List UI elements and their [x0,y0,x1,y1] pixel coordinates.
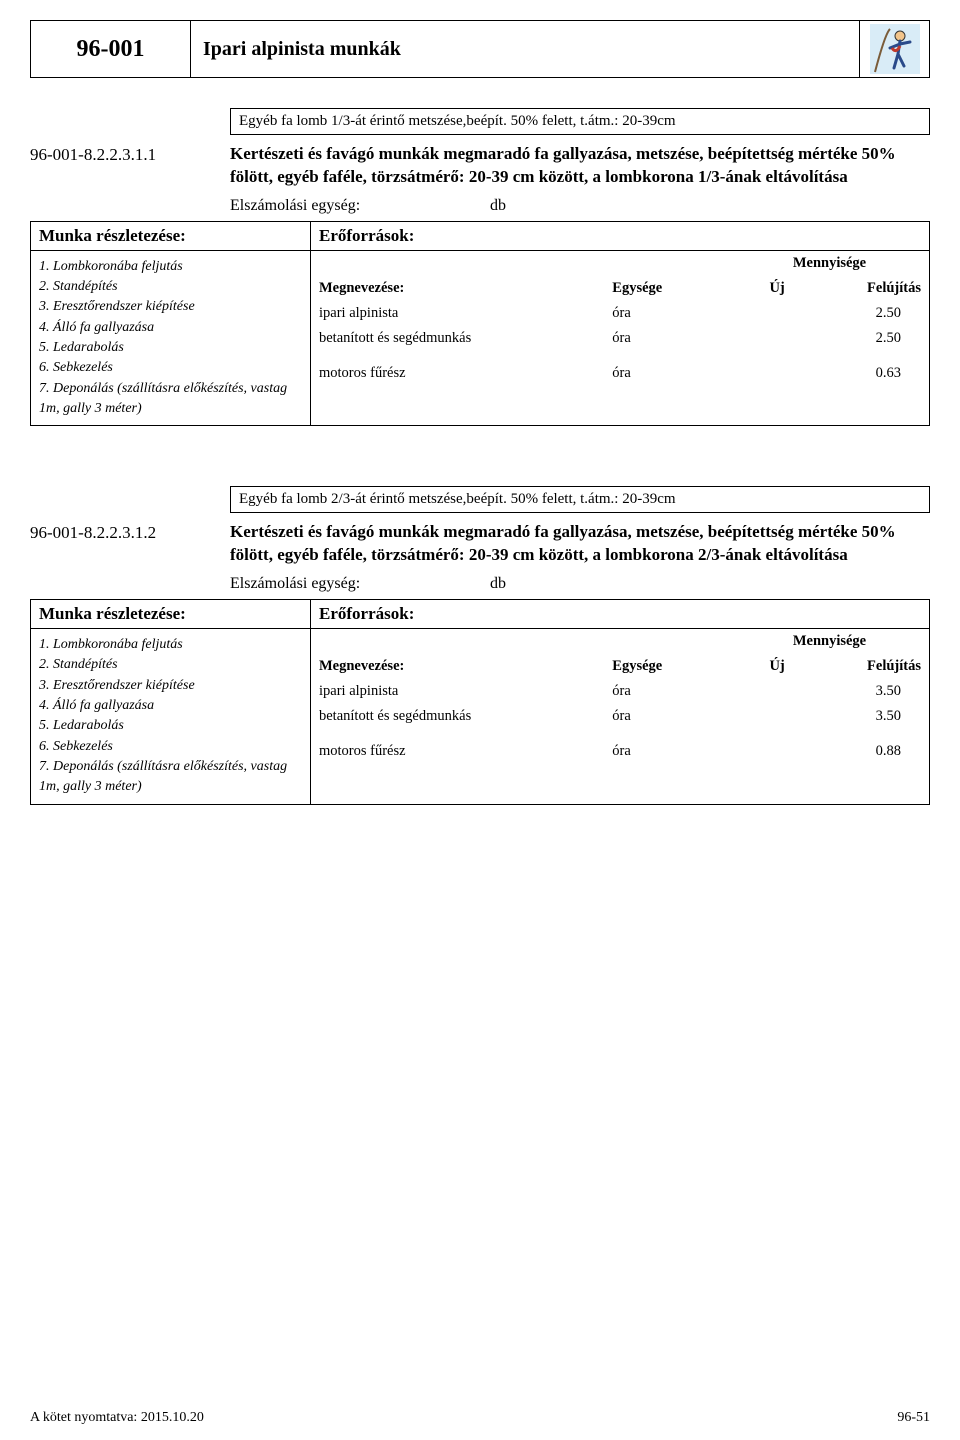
step-item: 1. Lombkoronába feljutás [39,635,302,655]
work-heading: Munka részletezése: [31,600,311,629]
col-name-heading: Megnevezése: [311,654,604,679]
resource-value: 2.50 [824,326,929,351]
resource-row: motoros fűrészóra 0.88 [311,739,929,764]
climber-icon [859,21,929,77]
unit-row: Elszámolási egység:db [230,197,930,215]
resource-value: 3.50 [824,679,929,704]
step-item: 2. Standépítés [39,655,302,675]
steps-cell: 1. Lombkoronába feljutás2. Standépítés3.… [31,629,311,804]
step-item: 5. Ledarabolás [39,716,302,736]
resources-heading: Erőforrások: [311,600,930,629]
qty-heading: Mennyisége [730,251,929,276]
resource-unit: óra [604,739,730,764]
header-title: Ipari alpinista munkák [191,21,859,77]
resource-unit: óra [604,704,730,729]
col-ref-heading: Felújítás [824,654,929,679]
step-item: 6. Sebkezelés [39,358,302,378]
resource-name: motoros fűrész [311,739,604,764]
step-item: 2. Standépítés [39,277,302,297]
header-code: 96-001 [31,21,191,77]
step-item: 1. Lombkoronába feljutás [39,257,302,277]
unit-label: Elszámolási egység: [230,197,490,215]
step-item: 6. Sebkezelés [39,737,302,757]
step-item: 4. Álló fa gallyazása [39,318,302,338]
resources-table: Munka részletezése:Erőforrások:1. Lombko… [30,221,930,426]
footer-date: A kötet nyomtatva: 2015.10.20 [30,1410,204,1426]
variant-box: Egyéb fa lomb 1/3-át érintő metszése,beé… [230,108,930,135]
unit-row: Elszámolási egység:db [230,575,930,593]
step-item: 3. Eresztőrendszer kiépítése [39,676,302,696]
variant-box: Egyéb fa lomb 2/3-át érintő metszése,beé… [230,486,930,513]
section: Egyéb fa lomb 1/3-át érintő metszése,beé… [30,108,930,426]
step-item: 7. Deponálás (szállításra előkészítés, v… [39,379,302,420]
unit-label: Elszámolási egység: [230,575,490,593]
resources-heading: Erőforrások: [311,221,930,250]
page-footer: A kötet nyomtatva: 2015.10.20 96-51 [30,1410,930,1426]
resources-cell: Mennyisége Megnevezése:EgységeÚjFelújítás… [311,250,930,425]
resource-unit: óra [604,679,730,704]
resource-name: betanított és segédmunkás [311,704,604,729]
item-row: 96-001-8.2.2.3.1.1Kertészeti és favágó m… [30,143,930,189]
col-new-heading: Új [730,654,824,679]
resource-unit: óra [604,361,730,386]
unit-value: db [490,197,506,215]
resource-name: ipari alpinista [311,679,604,704]
col-name-heading: Megnevezése: [311,276,604,301]
item-description: Kertészeti és favágó munkák megmaradó fa… [230,143,930,189]
section: Egyéb fa lomb 2/3-át érintő metszése,beé… [30,486,930,804]
resource-value: 0.63 [824,361,929,386]
resource-value: 0.88 [824,739,929,764]
item-code: 96-001-8.2.2.3.1.2 [30,521,230,567]
col-ref-heading: Felújítás [824,276,929,301]
qty-heading: Mennyisége [730,629,929,654]
resource-row: ipari alpinistaóra 2.50 [311,301,929,326]
resource-unit: óra [604,326,730,351]
resources-table: Munka részletezése:Erőforrások:1. Lombko… [30,599,930,804]
step-item: 3. Eresztőrendszer kiépítése [39,297,302,317]
step-item: 5. Ledarabolás [39,338,302,358]
resource-unit: óra [604,301,730,326]
item-description: Kertészeti és favágó munkák megmaradó fa… [230,521,930,567]
page-header: 96-001 Ipari alpinista munkák [30,20,930,78]
resource-value: 3.50 [824,704,929,729]
resource-name: motoros fűrész [311,361,604,386]
resource-row: ipari alpinistaóra 3.50 [311,679,929,704]
col-unit-heading: Egysége [604,654,730,679]
resources-cell: Mennyisége Megnevezése:EgységeÚjFelújítás… [311,629,930,804]
footer-page: 96-51 [897,1410,930,1426]
resource-name: betanított és segédmunkás [311,326,604,351]
step-item: 4. Álló fa gallyazása [39,696,302,716]
unit-value: db [490,575,506,593]
item-row: 96-001-8.2.2.3.1.2Kertészeti és favágó m… [30,521,930,567]
step-item: 7. Deponálás (szállításra előkészítés, v… [39,757,302,798]
resource-name: ipari alpinista [311,301,604,326]
col-new-heading: Új [730,276,824,301]
steps-cell: 1. Lombkoronába feljutás2. Standépítés3.… [31,250,311,425]
resource-row: betanított és segédmunkásóra 3.50 [311,704,929,729]
resource-row: betanított és segédmunkásóra 2.50 [311,326,929,351]
work-heading: Munka részletezése: [31,221,311,250]
item-code: 96-001-8.2.2.3.1.1 [30,143,230,189]
col-unit-heading: Egysége [604,276,730,301]
resource-row: motoros fűrészóra 0.63 [311,361,929,386]
resource-value: 2.50 [824,301,929,326]
